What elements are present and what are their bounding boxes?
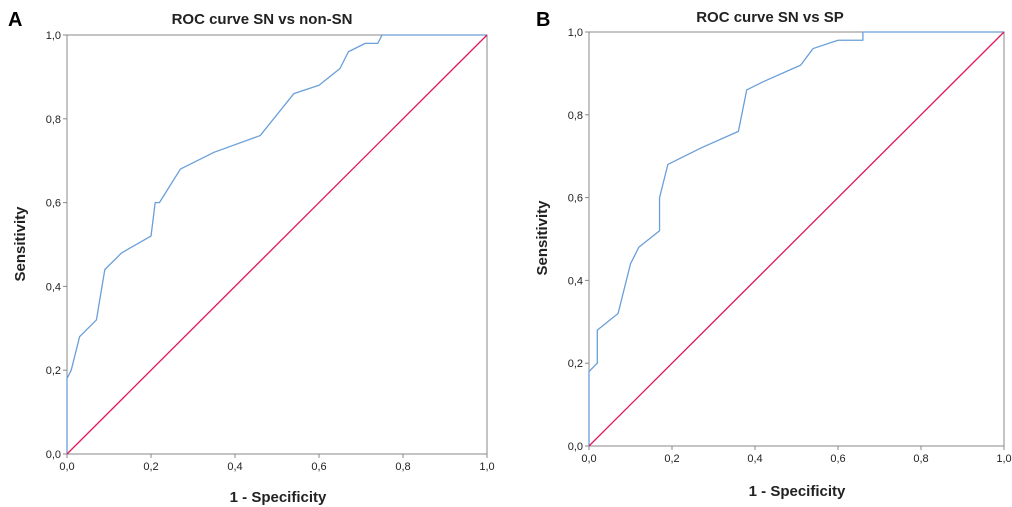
x-tick-label-b: 0,6	[830, 453, 845, 465]
y-tick-label-a: 0,6	[46, 198, 61, 210]
roc-curve-line-a	[66, 34, 487, 454]
y-tick-label-b: 0,6	[568, 193, 583, 205]
x-tick-label-b: 0,2	[664, 453, 679, 465]
x-tick-label-b: 0,8	[913, 453, 928, 465]
y-axis-label-b: Sensitivity	[534, 200, 551, 276]
y-tick-label-a: 0,0	[46, 449, 61, 461]
x-tick-label-b: 0,0	[581, 453, 596, 465]
plot-frame-a	[66, 34, 488, 455]
y-tick-label-b: 0,0	[568, 441, 583, 453]
x-tick-label-a: 0,0	[59, 461, 74, 473]
x-tick-label-a: 0,4	[227, 461, 242, 473]
x-tick-label-b: 0,4	[747, 453, 762, 465]
x-tick-label-a: 1,0	[479, 461, 494, 473]
reference-diagonal-line-b	[588, 31, 1005, 447]
roc-curve-line-b	[588, 31, 1004, 446]
plot-area-b: 0,0 0,2 0,4 0,6 0,8 1,0 0,0 0,2 0,4 0,6 0,8 1,0	[568, 27, 1012, 465]
chart-title-a: ROC curve SN vs non-SN	[172, 11, 353, 28]
panel-letter-a: A	[8, 9, 22, 31]
y-tick-label-b: 0,4	[568, 275, 583, 287]
panel-letter-b: B	[536, 9, 550, 31]
chart-title-b: ROC curve SN vs SP	[696, 9, 844, 26]
panel-a: A ROC curve SN vs non-SN 0,0 0,2 0,4 0,6 0,8…	[8, 9, 495, 506]
plot-frame-b	[588, 31, 1005, 447]
plot-area-a: 0,0 0,2 0,4 0,6 0,8 1,0 0,0 0,2 0,4 0,6 0,8 1,0	[46, 30, 495, 473]
y-tick-label-a: 0,4	[46, 281, 61, 293]
x-axis-label-a: 1 - Specificity	[230, 489, 327, 506]
y-tick-label-b: 0,8	[568, 110, 583, 122]
y-tick-label-b: 0,2	[568, 358, 583, 370]
x-tick-label-b: 1,0	[996, 453, 1011, 465]
x-tick-label-a: 0,2	[143, 461, 158, 473]
y-axis-label-a: Sensitivity	[12, 206, 29, 282]
panel-b: B ROC curve SN vs SP 0,0 0,2 0,4 0,6 0,8 1,00…	[534, 9, 1012, 500]
y-tick-label-a: 1,0	[46, 30, 61, 42]
y-tick-label-b: 1,0	[568, 27, 583, 39]
x-tick-label-a: 0,8	[395, 461, 410, 473]
reference-diagonal-line-a	[66, 34, 488, 455]
y-tick-label-a: 0,2	[46, 365, 61, 377]
y-tick-label-a: 0,8	[46, 114, 61, 126]
x-axis-label-b: 1 - Specificity	[749, 483, 846, 500]
x-tick-label-a: 0,6	[311, 461, 326, 473]
